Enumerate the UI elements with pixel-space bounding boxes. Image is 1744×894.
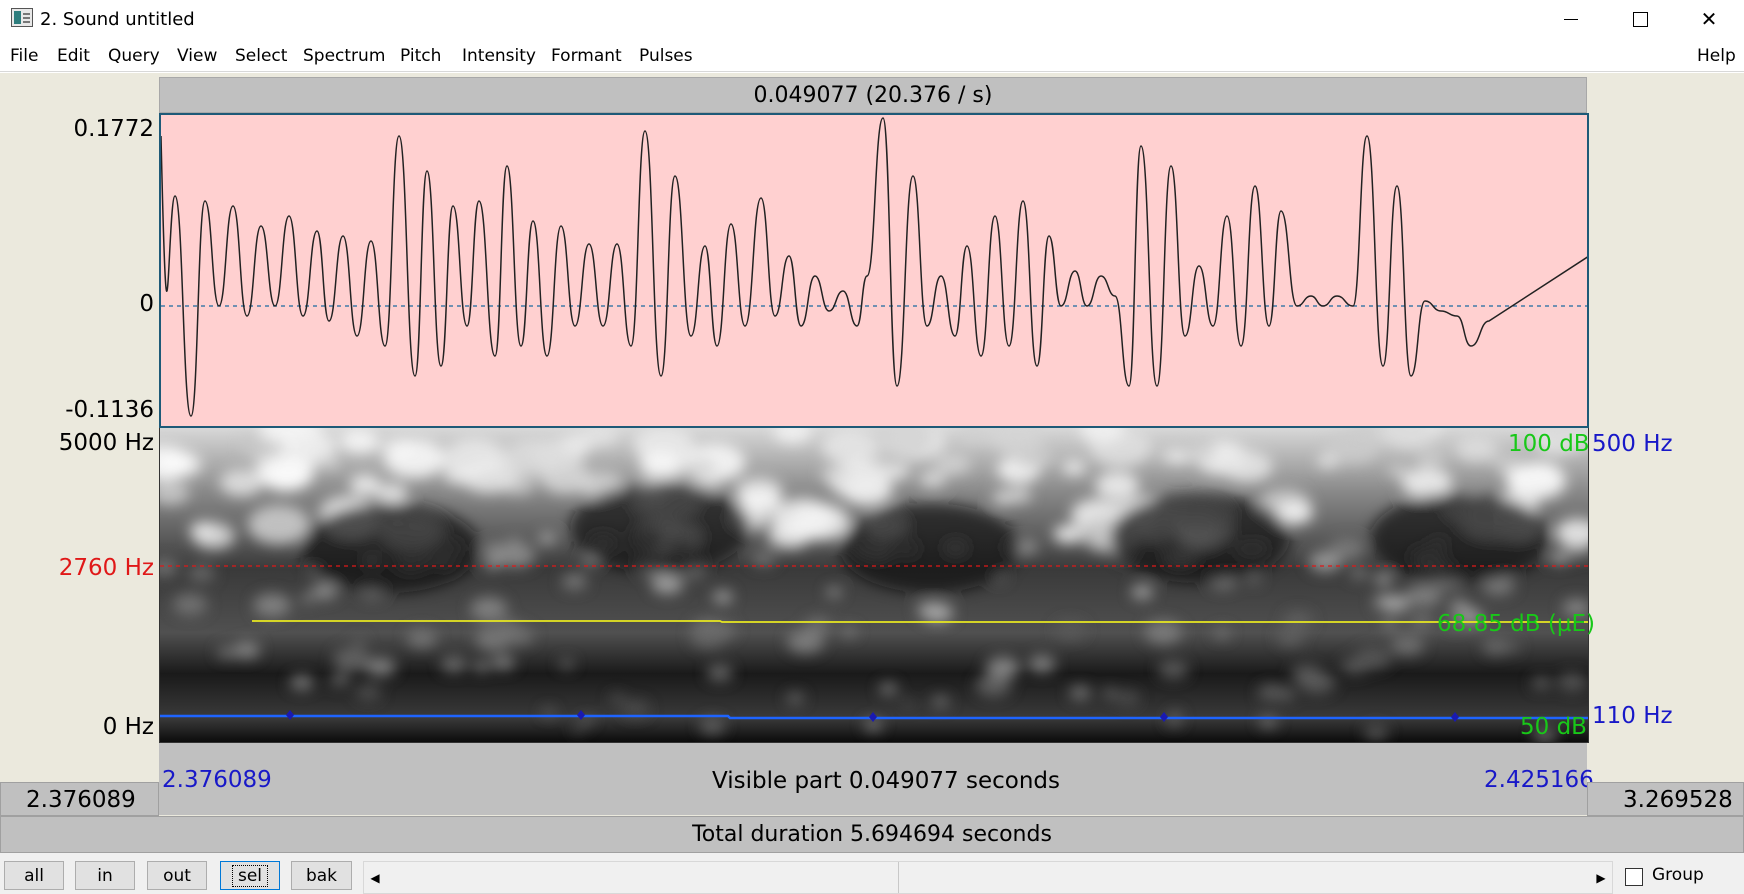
visible-time-bar[interactable]	[159, 743, 1587, 815]
cursor-frequency-label: 2760 Hz	[58, 555, 154, 581]
menu-spectrum[interactable]: Spectrum	[303, 46, 386, 66]
intensity-max-label: 100 dB	[1508, 431, 1590, 457]
waveform-max-label: 0.1772	[73, 116, 154, 142]
praat-window-icon	[11, 8, 33, 27]
intensity-value-label: 68.85 dB (µE)	[1437, 611, 1595, 637]
window-end-time: 3.269528	[1623, 787, 1733, 813]
zoom-button-row: all in out sel bak ◀ ▶ Group	[0, 853, 1744, 894]
zoom-back-button[interactable]: bak	[291, 861, 352, 890]
pulse-marks	[286, 710, 1459, 722]
waveform-svg	[161, 117, 1587, 417]
menu-file[interactable]: File	[10, 46, 39, 66]
pitch-min-label: 110 Hz	[1592, 703, 1673, 729]
menu-query[interactable]: Query	[108, 46, 160, 66]
spectrogram-max-freq-label: 5000 Hz	[58, 430, 154, 456]
close-button[interactable]: ✕	[1674, 0, 1744, 38]
spectrogram-panel[interactable]	[159, 428, 1589, 743]
zoom-selection-label: sel	[231, 864, 269, 887]
spectrogram-min-freq-label: 0 Hz	[102, 714, 154, 740]
menu-pitch[interactable]: Pitch	[400, 46, 442, 66]
window-start-time: 2.376089	[26, 787, 136, 813]
visible-end-time: 2.425166	[1484, 767, 1594, 793]
waveform-min-label: -0.1136	[65, 397, 154, 423]
pitch-max-label: 500 Hz	[1592, 431, 1673, 457]
zoom-out-button[interactable]: out	[147, 861, 207, 890]
spectrogram-energy	[160, 428, 1588, 742]
menu-pulses[interactable]: Pulses	[639, 46, 693, 66]
title-bar: 2. Sound untitled ✕	[0, 0, 1744, 38]
menu-help[interactable]: Help	[1697, 46, 1736, 66]
minimize-button[interactable]	[1536, 0, 1606, 38]
waveform-panel[interactable]	[159, 113, 1589, 428]
maximize-icon	[1632, 11, 1648, 27]
visible-duration-header[interactable]: 0.049077 (20.376 / s)	[159, 77, 1587, 113]
zoom-in-button[interactable]: in	[75, 861, 135, 890]
scrollbar-thumb[interactable]	[387, 862, 899, 893]
intensity-contour	[252, 620, 1588, 623]
menu-bar: File Edit Query View Select Spectrum Pit…	[0, 38, 1744, 72]
menu-formant[interactable]: Formant	[551, 46, 622, 66]
menu-intensity[interactable]: Intensity	[462, 46, 536, 66]
zoom-all-button[interactable]: all	[4, 861, 64, 890]
visible-part-label: Visible part 0.049077 seconds	[712, 768, 1060, 794]
minimize-icon	[1564, 18, 1578, 20]
total-duration-bar[interactable]: Total duration 5.694694 seconds	[0, 816, 1744, 853]
group-checkbox[interactable]	[1625, 868, 1643, 886]
menu-select[interactable]: Select	[235, 46, 288, 66]
spectrogram-svg	[160, 428, 1588, 742]
group-label: Group	[1652, 865, 1704, 885]
window-start-box[interactable]: 2.376089	[0, 782, 159, 816]
window-end-box[interactable]: 3.269528	[1587, 782, 1744, 816]
zoom-selection-button[interactable]: sel	[220, 861, 280, 890]
scroll-left-arrow-icon[interactable]: ◀	[370, 870, 380, 885]
waveform-zero-label: 0	[139, 291, 154, 317]
window-title: 2. Sound untitled	[40, 9, 195, 30]
pitch-contour	[160, 714, 1588, 720]
waveform-trace	[161, 117, 1587, 417]
intensity-min-label: 50 dB	[1520, 714, 1587, 740]
menu-edit[interactable]: Edit	[57, 46, 90, 66]
visible-start-time: 2.376089	[162, 767, 272, 793]
close-icon: ✕	[1700, 7, 1718, 31]
menu-view[interactable]: View	[177, 46, 218, 66]
scroll-right-arrow-icon[interactable]: ▶	[1596, 870, 1606, 885]
maximize-button[interactable]	[1605, 0, 1675, 38]
